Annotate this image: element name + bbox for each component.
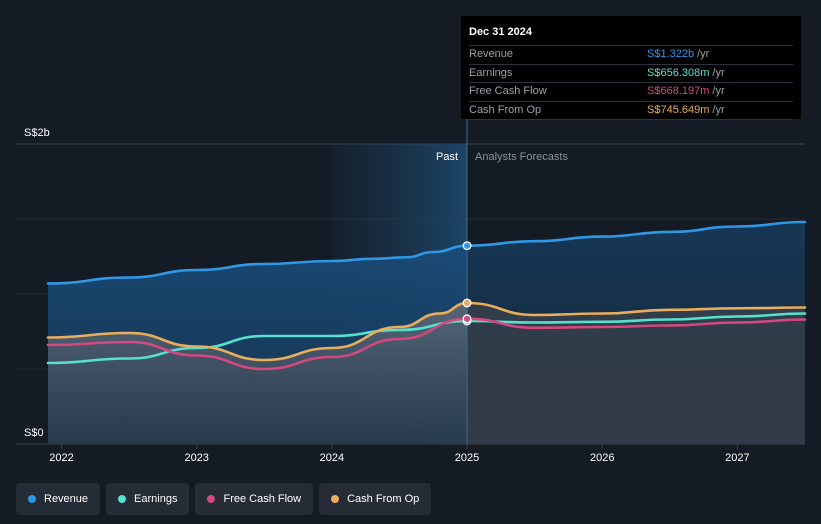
tooltip-row-label: Cash From Op	[469, 103, 542, 116]
legend-dot-icon	[118, 495, 127, 503]
y-axis-top-label: S$2b	[24, 127, 50, 139]
legend-item-cash-from-op[interactable]: Cash From Op	[319, 483, 432, 515]
x-tick-label-2027: 2027	[725, 452, 749, 464]
tooltip-row-unit: /yr	[712, 85, 725, 97]
revenue-marker[interactable]	[462, 241, 472, 251]
tooltip-row: Revenue S$1.322b/yr	[469, 45, 793, 64]
legend-item-revenue[interactable]: Revenue	[16, 483, 101, 515]
tooltip-row: Free Cash Flow S$668.197m/yr	[469, 82, 793, 101]
tooltip-row-label: Free Cash Flow	[469, 85, 547, 97]
x-tick-label-2026: 2026	[590, 452, 614, 464]
cashflow-area-forecast	[467, 303, 805, 444]
y-axis-bottom-label: S$0	[24, 427, 44, 439]
tooltip-row-value: S$656.308m	[647, 66, 710, 79]
tooltip-row-unit: /yr	[712, 66, 725, 79]
legend-label: Cash From Op	[347, 493, 420, 505]
x-tick-label-2024: 2024	[320, 452, 344, 464]
free-cash-flow-marker[interactable]	[462, 314, 472, 324]
legend-item-earnings[interactable]: Earnings	[106, 483, 190, 515]
tooltip-row: Earnings S$656.308m/yr	[469, 63, 793, 83]
tooltip: Dec 31 2024 Revenue S$1.322b/yr Earnings S$…	[461, 16, 801, 120]
tooltip-row-value: S$668.197m	[647, 85, 710, 97]
legend: Revenue Earnings Free Cash Flow Cash From O…	[16, 483, 432, 515]
legend-dot-icon	[331, 495, 340, 503]
earnings-line	[46, 312, 807, 365]
legend-label: Free Cash Flow	[223, 493, 302, 505]
cash-from-op-line	[46, 301, 807, 362]
revenue-line	[46, 220, 807, 285]
x-axis-ticks: 2022 2023 2024 2025 2026 2027	[49, 444, 750, 464]
tooltip-row-unit: /yr	[697, 48, 710, 60]
x-tick-label-2022: 2022	[49, 452, 73, 464]
legend-dot-icon	[207, 495, 216, 503]
free-cash-flow-line	[46, 317, 807, 371]
tooltip-row-unit: /yr	[712, 103, 725, 116]
x-tick-label-2025: 2025	[455, 452, 479, 464]
legend-item-free-cash-flow[interactable]: Free Cash Flow	[195, 483, 314, 515]
series-lines	[46, 220, 807, 371]
series-areas	[48, 222, 805, 444]
forecast-label: Analysts Forecasts	[475, 151, 568, 163]
tooltip-row-value: S$1.322b	[647, 48, 695, 60]
tooltip-row-label: Earnings	[469, 66, 513, 79]
legend-label: Revenue	[44, 493, 89, 505]
cash-from-op-marker[interactable]	[462, 298, 472, 308]
tooltip-row: Cash From Op S$745.649m/yr	[469, 100, 793, 120]
legend-label: Earnings	[134, 493, 178, 505]
legend-dot-icon	[28, 495, 36, 503]
series-markers	[462, 241, 472, 326]
tooltip-row-label: Revenue	[469, 48, 514, 60]
past-label: Past	[436, 151, 458, 163]
tooltip-row-value: S$745.649m	[647, 103, 710, 116]
x-tick-label-2023: 2023	[184, 452, 208, 464]
tooltip-rows: Revenue S$1.322b/yr Earnings S$656.308m/yr F…	[469, 45, 793, 120]
tooltip-date: Dec 31 2024	[469, 26, 532, 38]
cashflow-area-past	[48, 303, 468, 444]
